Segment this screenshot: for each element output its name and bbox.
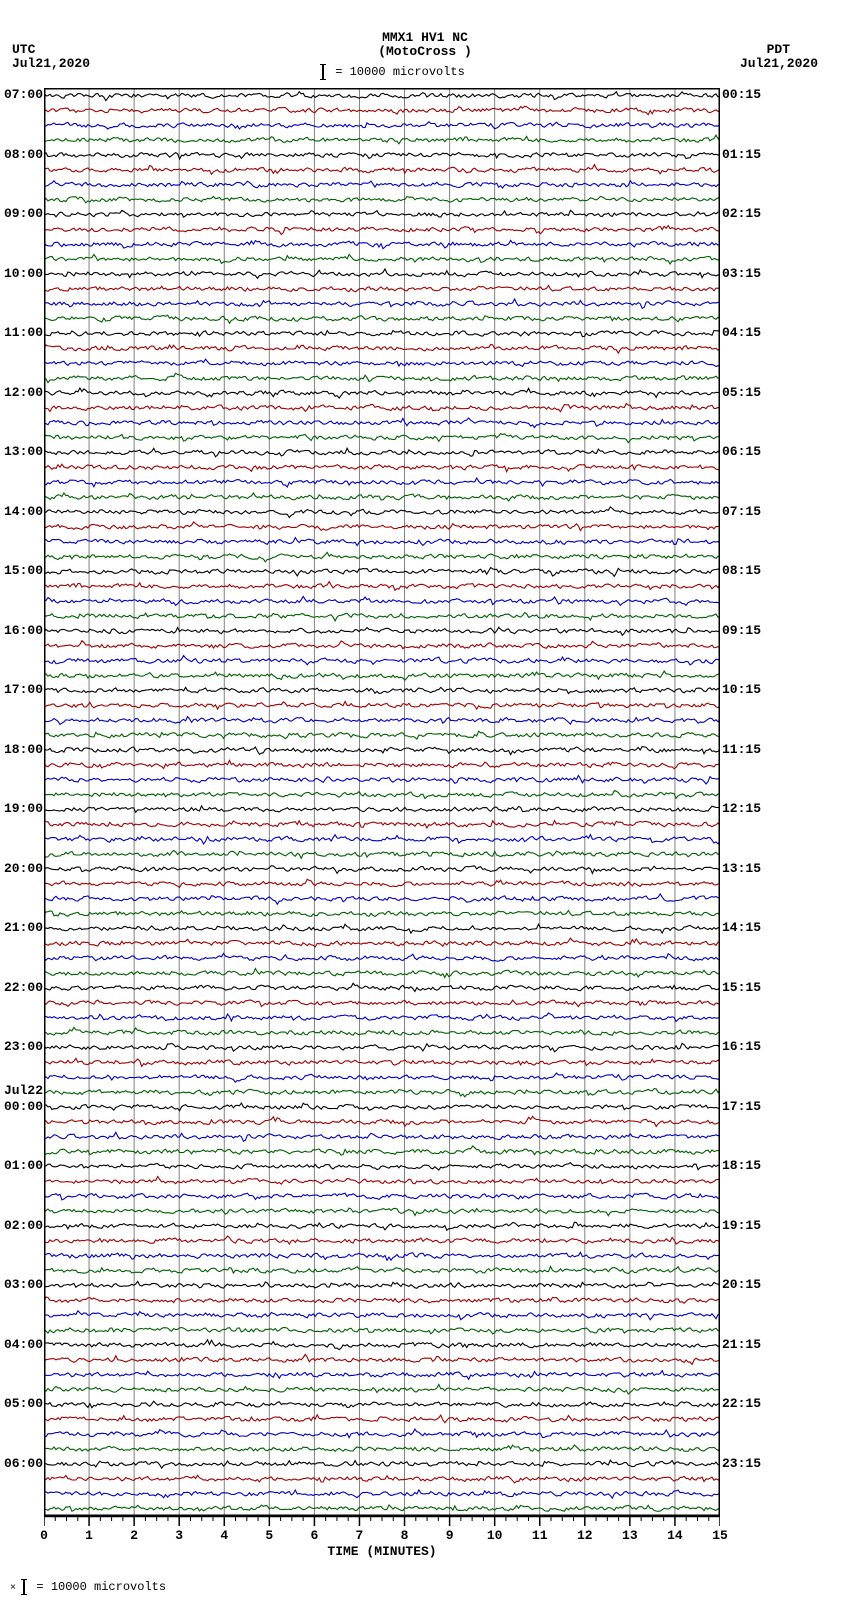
utc-hour-label: 12:00 bbox=[4, 385, 42, 400]
pdt-hour-label: 13:15 bbox=[722, 861, 761, 876]
station-location: (MotoCross ) bbox=[0, 44, 850, 59]
utc-hour-label: 20:00 bbox=[4, 861, 42, 876]
x-tick-label: 1 bbox=[85, 1528, 93, 1543]
x-tick-label: 12 bbox=[577, 1528, 593, 1543]
utc-hour-label: 17:00 bbox=[4, 682, 42, 697]
pdt-hour-label: 06:15 bbox=[722, 444, 761, 459]
utc-hour-label: 13:00 bbox=[4, 444, 42, 459]
utc-hour-label: 05:00 bbox=[4, 1396, 42, 1411]
x-tick-label: 9 bbox=[446, 1528, 454, 1543]
pdt-hour-label: 18:15 bbox=[722, 1158, 761, 1173]
pdt-hour-label: 02:15 bbox=[722, 206, 761, 221]
utc-hour-label: 22:00 bbox=[4, 980, 42, 995]
utc-hour-label: 01:00 bbox=[4, 1158, 42, 1173]
x-tick-label: 13 bbox=[622, 1528, 638, 1543]
scale-legend-text-bottom: = 10000 microvolts bbox=[36, 1580, 166, 1594]
x-tick-label: 15 bbox=[712, 1528, 728, 1543]
pdt-hour-label: 09:15 bbox=[722, 623, 761, 638]
utc-date-label: Jul21,2020 bbox=[12, 56, 90, 71]
utc-day-break-label: Jul22 bbox=[4, 1083, 42, 1098]
station-code: MMX1 HV1 NC bbox=[0, 30, 850, 45]
pdt-hour-label: 21:15 bbox=[722, 1337, 761, 1352]
x-axis-title: TIME (MINUTES) bbox=[44, 1544, 720, 1559]
utc-hour-label: 09:00 bbox=[4, 206, 42, 221]
pdt-hour-label: 04:15 bbox=[722, 325, 761, 340]
pdt-hour-label: 00:15 bbox=[722, 87, 761, 102]
scale-bar-icon bbox=[23, 1579, 25, 1595]
utc-hour-label: 15:00 bbox=[4, 563, 42, 578]
x-tick-label: 0 bbox=[40, 1528, 48, 1543]
pdt-hour-label: 23:15 bbox=[722, 1456, 761, 1471]
utc-hour-label: 00:00 bbox=[4, 1099, 42, 1114]
pdt-hour-label: 15:15 bbox=[722, 980, 761, 995]
pdt-hour-label: 22:15 bbox=[722, 1396, 761, 1411]
x-tick-label: 6 bbox=[310, 1528, 318, 1543]
utc-hour-label: 14:00 bbox=[4, 504, 42, 519]
pdt-hour-label: 20:15 bbox=[722, 1277, 761, 1292]
x-tick-label: 14 bbox=[667, 1528, 683, 1543]
x-tick-label: 11 bbox=[532, 1528, 548, 1543]
x-tick-label: 5 bbox=[265, 1528, 273, 1543]
pdt-hour-label: 10:15 bbox=[722, 682, 761, 697]
scale-legend-bottom: × = 10000 microvolts bbox=[10, 1579, 166, 1595]
utc-hour-label: 08:00 bbox=[4, 147, 42, 162]
pdt-hour-label: 01:15 bbox=[722, 147, 761, 162]
utc-hour-label: 06:00 bbox=[4, 1456, 42, 1471]
utc-tz-label: UTC bbox=[12, 42, 35, 57]
pdt-hour-label: 11:15 bbox=[722, 742, 761, 757]
pdt-hour-label: 05:15 bbox=[722, 385, 761, 400]
helicorder-record: MMX1 HV1 NC (MotoCross ) UTC Jul21,2020 … bbox=[0, 0, 850, 1613]
utc-hour-label: 07:00 bbox=[4, 87, 42, 102]
pdt-hour-label: 08:15 bbox=[722, 563, 761, 578]
x-tick-label: 3 bbox=[175, 1528, 183, 1543]
utc-hour-label: 16:00 bbox=[4, 623, 42, 638]
scale-legend-text: = 10000 microvolts bbox=[335, 65, 465, 79]
pdt-date-label: Jul21,2020 bbox=[740, 56, 818, 71]
pdt-hour-label: 12:15 bbox=[722, 801, 761, 816]
pdt-hour-label: 19:15 bbox=[722, 1218, 761, 1233]
scale-bar-icon bbox=[322, 64, 324, 80]
pdt-hour-label: 14:15 bbox=[722, 920, 761, 935]
utc-hour-label: 19:00 bbox=[4, 801, 42, 816]
utc-hour-label: 11:00 bbox=[4, 325, 42, 340]
utc-hour-label: 18:00 bbox=[4, 742, 42, 757]
pdt-hour-label: 03:15 bbox=[722, 266, 761, 281]
x-tick-label: 10 bbox=[487, 1528, 503, 1543]
helicorder-plot bbox=[44, 88, 720, 1546]
utc-hour-label: 04:00 bbox=[4, 1337, 42, 1352]
x-tick-label: 7 bbox=[356, 1528, 364, 1543]
pdt-hour-label: 16:15 bbox=[722, 1039, 761, 1054]
utc-hour-label: 03:00 bbox=[4, 1277, 42, 1292]
pdt-hour-label: 07:15 bbox=[722, 504, 761, 519]
pdt-hour-label: 17:15 bbox=[722, 1099, 761, 1114]
x-tick-label: 8 bbox=[401, 1528, 409, 1543]
utc-hour-label: 10:00 bbox=[4, 266, 42, 281]
scale-legend-top: = 10000 microvolts bbox=[322, 64, 465, 80]
pdt-tz-label: PDT bbox=[767, 42, 790, 57]
x-tick-label: 4 bbox=[220, 1528, 228, 1543]
utc-hour-label: 02:00 bbox=[4, 1218, 42, 1233]
utc-hour-label: 23:00 bbox=[4, 1039, 42, 1054]
x-tick-label: 2 bbox=[130, 1528, 138, 1543]
utc-hour-label: 21:00 bbox=[4, 920, 42, 935]
